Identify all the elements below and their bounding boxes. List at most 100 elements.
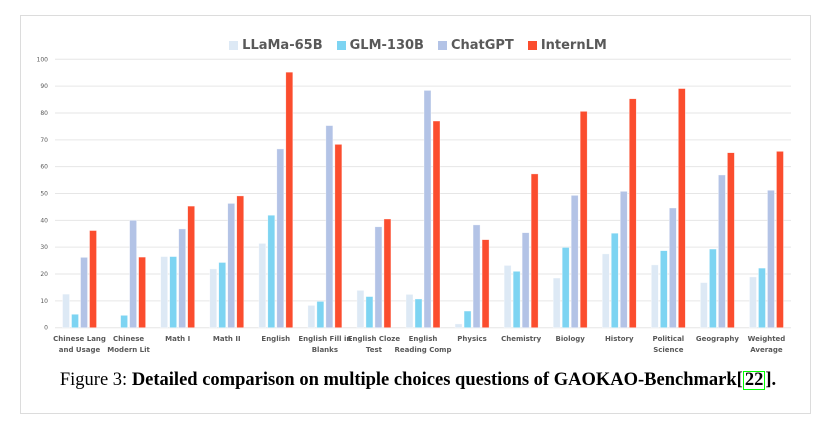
bars: [62, 71, 784, 329]
gridlines: [55, 58, 791, 329]
bar-glm-130b: [267, 214, 276, 329]
bar-chatgpt: [80, 257, 88, 329]
x-tick-label: English: [261, 335, 290, 343]
bar-internlm: [727, 152, 735, 328]
bar-chatgpt: [227, 203, 236, 329]
x-tick-label: Modern Lit: [107, 346, 150, 354]
caption-prefix: Figure 3:: [59, 370, 132, 390]
bar-glm-130b: [660, 250, 668, 329]
x-tick-label: English Fill in: [298, 335, 351, 343]
legend-item: ChatGPT: [437, 38, 514, 53]
x-tick-label: Political: [652, 335, 684, 343]
y-tick-label: 30: [40, 244, 48, 251]
bar-internlm: [530, 173, 539, 328]
bar-internlm: [383, 218, 392, 329]
bar-glm-130b: [365, 296, 374, 329]
bar-glm-130b: [71, 313, 79, 328]
bar-glm-130b: [414, 298, 423, 329]
bar-llama-65b: [307, 305, 316, 328]
y-tick-label: 0: [44, 325, 48, 332]
y-tick-label: 50: [40, 191, 48, 198]
legend-item: LLaMa-65B: [229, 38, 323, 53]
legend-label: InternLM: [540, 38, 607, 53]
legend-swatch: [336, 41, 346, 50]
bar-llama-65b: [405, 294, 414, 328]
legend-swatch: [229, 41, 239, 50]
x-tick-label: Math II: [213, 335, 241, 343]
bar-llama-65b: [651, 264, 659, 329]
bar-chatgpt: [325, 125, 334, 328]
x-tick-label: Test: [366, 346, 383, 354]
bar-internlm: [481, 239, 490, 328]
y-tick-label: 40: [40, 217, 48, 224]
bar-llama-65b: [552, 277, 561, 328]
bar-chatgpt: [178, 228, 186, 329]
bar-llama-65b: [356, 290, 365, 328]
bar-chart: 0 10 20 30 40 50 60 70 80 90 100 Chinese Lang and U…: [37, 56, 791, 354]
x-tick-label: Weighted: [748, 335, 786, 343]
bar-chatgpt: [619, 191, 628, 328]
bar-glm-130b: [512, 271, 521, 328]
bar-glm-130b: [169, 256, 177, 329]
bar-chatgpt: [570, 195, 579, 328]
x-tick-label: and Usage: [59, 346, 101, 354]
legend-swatch: [437, 41, 447, 50]
bar-llama-65b: [601, 253, 610, 328]
bar-glm-130b: [120, 315, 128, 329]
y-tick-label: 70: [40, 137, 48, 144]
bar-glm-130b: [758, 267, 766, 329]
legend-label: LLaMa-65B: [242, 38, 323, 53]
y-tick-label: 90: [40, 83, 48, 90]
bar-glm-130b: [610, 232, 619, 329]
bar-glm-130b: [561, 247, 570, 328]
bar-chatgpt: [129, 220, 137, 328]
legend-label: GLM-130B: [349, 38, 424, 53]
x-tick-label: Blanks: [312, 346, 338, 354]
caption-text: Detailed comparison on multiple choices …: [131, 370, 743, 390]
bar-internlm: [334, 144, 343, 328]
figure-caption: Figure 3: Detailed comparison on multipl…: [0, 370, 836, 391]
legend-item: GLM-130B: [336, 38, 424, 53]
bar-internlm: [432, 120, 441, 328]
y-tick-label: 100: [37, 56, 49, 63]
bar-llama-65b: [454, 323, 463, 329]
y-axis-ticks: 0 10 20 30 40 50 60 70 80 90 100: [37, 56, 49, 331]
bar-chatgpt: [669, 207, 677, 329]
bar-internlm: [776, 151, 784, 329]
bar-chatgpt: [423, 90, 432, 328]
bar-internlm: [89, 230, 97, 328]
bar-llama-65b: [503, 265, 512, 329]
bar-glm-130b: [218, 262, 227, 328]
bar-llama-65b: [700, 282, 708, 328]
bar-internlm: [579, 111, 588, 328]
bar-internlm: [285, 71, 294, 328]
bar-llama-65b: [258, 243, 267, 328]
y-tick-label: 80: [40, 110, 48, 117]
bar-glm-130b: [316, 301, 325, 328]
x-axis-labels: Chinese Lang and Usage Chinese Modern Lit Ma…: [53, 335, 785, 354]
y-tick-label: 60: [40, 164, 48, 171]
x-tick-label: Chemistry: [501, 335, 542, 343]
x-tick-label: Physics: [457, 335, 487, 343]
bar-glm-130b: [463, 310, 472, 329]
bar-chatgpt: [767, 189, 775, 329]
x-tick-label: History: [605, 335, 634, 343]
bar-internlm: [628, 98, 637, 329]
bar-llama-65b: [160, 256, 168, 329]
bar-chatgpt: [472, 224, 481, 329]
y-tick-label: 10: [40, 298, 48, 305]
x-tick-label: Geography: [696, 335, 739, 343]
x-tick-label: Average: [750, 346, 783, 354]
legend-label: ChatGPT: [450, 38, 514, 53]
x-tick-label: English Cloze: [348, 335, 401, 343]
bar-internlm: [236, 195, 245, 328]
bar-llama-65b: [62, 293, 70, 328]
x-tick-label: Chinese: [113, 335, 144, 343]
bar-chatgpt: [374, 226, 383, 329]
legend-swatch: [527, 41, 537, 50]
bar-internlm: [138, 256, 146, 329]
citation-link[interactable]: 22: [742, 370, 766, 390]
y-tick-label: 20: [40, 271, 48, 278]
legend: LLaMa-65B GLM-130B ChatGPT InternLM: [0, 38, 836, 53]
bar-llama-65b: [209, 268, 218, 329]
